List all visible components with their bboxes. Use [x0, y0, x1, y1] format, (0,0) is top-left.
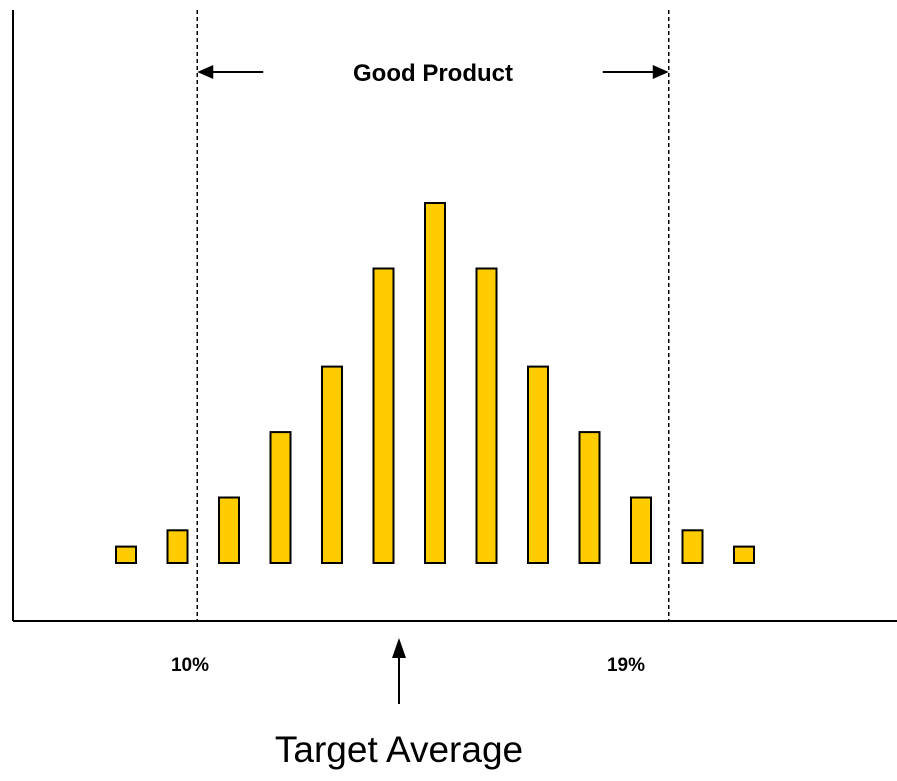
- bar-1: [115, 545, 137, 564]
- bar-4: [269, 431, 292, 564]
- good-product-right-arrow: [602, 65, 669, 79]
- target-average-label: Target Average: [275, 729, 523, 770]
- bar-5: [321, 365, 343, 564]
- upper-limit-label: 19%: [607, 655, 645, 676]
- bar-3: [218, 496, 240, 564]
- good-product-left-arrow: [197, 65, 264, 79]
- bar-7: [424, 202, 446, 564]
- bar-9: [527, 365, 549, 564]
- bar-12: [681, 529, 704, 564]
- bars-group: [115, 202, 755, 564]
- bar-10: [578, 431, 601, 564]
- bar-11: [630, 496, 652, 564]
- bar-8: [475, 267, 498, 564]
- target-average-arrow: [392, 638, 406, 704]
- bar-6: [372, 267, 395, 564]
- bar-2: [166, 529, 189, 564]
- lower-limit-label: 10%: [171, 655, 209, 676]
- bar-13: [733, 545, 755, 564]
- good-product-label: Good Product: [353, 60, 513, 87]
